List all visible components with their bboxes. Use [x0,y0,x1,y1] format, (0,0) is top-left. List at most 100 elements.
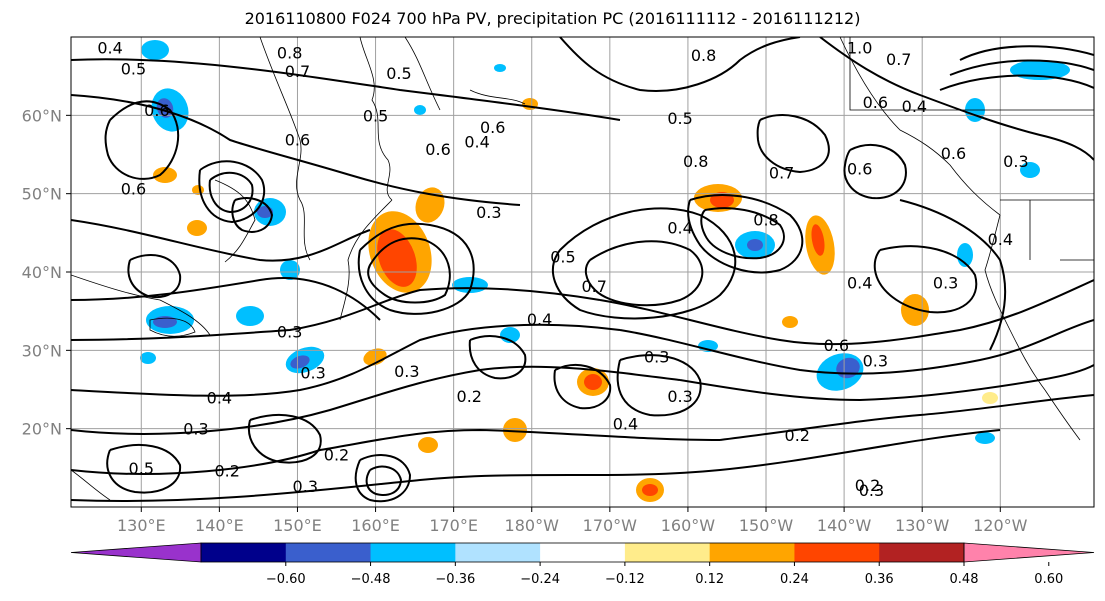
colorbar-tick-label: −0.12 [605,572,645,587]
lon-tick-label: 130°W [895,516,950,535]
lon-tick-label: 140°E [195,516,244,535]
contour-label: 0.2 [324,446,349,465]
precipitation-area [811,224,825,256]
coastlines [71,37,1094,501]
contour-label: 0.2 [457,387,482,406]
contour-label: 0.3 [300,363,325,382]
contour-label: 0.4 [667,218,692,237]
lon-tick-label: 150°E [273,516,322,535]
precipitation-area [280,260,300,280]
precipitation-area [503,418,527,442]
contour-label: 0.7 [886,50,911,69]
contour-label: 0.4 [207,388,232,407]
coastline [71,469,111,501]
precipitation-area [140,352,156,364]
contour-label: 0.6 [847,160,872,179]
pv-contour-line [357,222,475,315]
lon-tick-label: 160°E [351,516,400,535]
contour-label: 0.3 [863,352,888,371]
pv-contour-line [559,37,801,92]
lon-tick-label: 150°W [739,516,794,535]
contour-label: 0.3 [277,323,302,342]
coastline [71,274,211,336]
contour-label: 0.3 [476,203,501,222]
contour-label: 0.5 [363,106,388,125]
contour-label: 0.3 [859,481,884,500]
pv-contour-line [71,287,601,341]
lon-tick-label: 130°E [117,516,166,535]
precipitation-area [156,98,174,118]
precipitation-area [141,40,169,60]
contour-label: 0.3 [667,387,692,406]
contour-label: 0.6 [285,131,310,150]
lat-tick-label: 60°N [22,106,62,125]
pv-contour-line [949,59,1094,76]
contour-label: 0.4 [527,310,552,329]
colorbar-tick-label: 0.60 [1034,572,1063,587]
precipitation-area [187,220,207,236]
pv-contour-line [71,365,681,435]
contour-label: 0.3 [933,273,958,292]
lon-tick-label: 180°W [505,516,560,535]
pv-contour-line [71,429,1001,502]
pv-contours [71,37,1094,503]
pv-contour-line [873,245,978,314]
contour-label: 0.3 [183,420,208,439]
precipitation-area [782,316,798,328]
pv-contour-line [71,219,371,262]
pv-contour-line [468,335,527,380]
contour-label: 0.6 [863,93,888,112]
pv-contour-line [959,45,1094,61]
contour-label: 0.3 [394,362,419,381]
colorbar-segment [879,543,965,562]
colorbar-segment [794,543,880,562]
colorbar-tick-label: 0.36 [865,572,894,587]
pv-contour-line [899,199,1007,351]
pv-contour-line [619,319,1094,375]
coastline [259,37,311,261]
colorbar-tick-label: −0.48 [351,572,391,587]
coastline [339,199,393,321]
pv-contour-line [367,237,451,304]
pv-contour-line [616,354,702,417]
pv-contour-line [756,114,830,174]
colorbar-outline [200,542,965,563]
contour-label: 0.6 [425,140,450,159]
pv-contour-line [127,254,182,298]
pv-contour-line [700,207,785,260]
coastline [359,37,393,201]
pv-contour-line [231,197,274,233]
pv-contour-line [819,37,1094,161]
contour-label: 0.2 [214,461,239,480]
colorbar-segment [201,543,287,562]
precipitation-area [642,484,658,496]
precipitation-area [901,294,929,326]
contour-label: 0.6 [480,118,505,137]
contour-label: 0.7 [581,277,606,296]
contour-label: 0.6 [121,179,146,198]
pv-contour-line [104,100,180,180]
precipitation-area [1020,162,1040,178]
colorbar-extend-min [70,542,202,563]
precipitation-area [975,432,995,444]
coastline [984,214,1046,391]
pv-contour-line [584,240,704,307]
contour-label: 0.3 [293,477,318,496]
pv-contour-line [71,58,621,121]
pv-contour-line [71,94,521,206]
contour-label: 0.4 [902,97,927,116]
precipitation-area [584,374,602,390]
contour-label: 0.6 [824,336,849,355]
contour-label: 0.4 [613,414,638,433]
precipitation-area [290,355,310,369]
pv-contour-line [354,454,412,503]
pv-contour-line [843,144,907,200]
pv-contour-line [71,428,721,475]
axis-ticks: 130°E 140°E 150°E 160°E 170°E 180°W 170°W 160°W… [22,106,1028,535]
contour-label: 0.4 [847,273,872,292]
pv-contour-line [106,444,182,494]
contour-label: 0.8 [277,44,302,63]
lon-tick-label: 140°W [817,516,872,535]
pv-contour-line [599,279,1094,346]
precipitation-area [747,239,763,251]
